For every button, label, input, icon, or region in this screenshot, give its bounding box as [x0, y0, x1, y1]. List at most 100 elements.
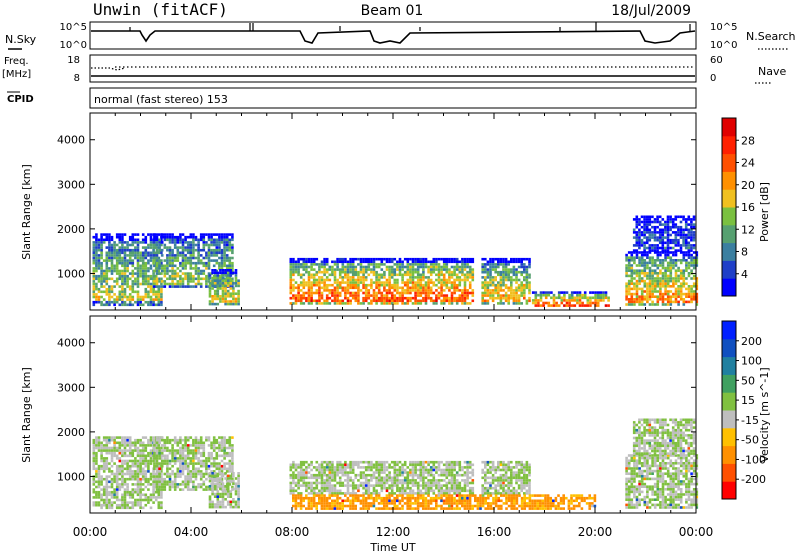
range-cell [448, 300, 451, 303]
range-cell [339, 484, 342, 487]
range-cell [209, 300, 212, 303]
range-cell [111, 449, 114, 452]
cpid-text: normal (fast stereo) 153 [94, 93, 228, 106]
range-cell [633, 303, 636, 306]
range-cell [638, 256, 641, 259]
range-cell [187, 259, 190, 262]
range-cell [401, 482, 404, 485]
range-cell [139, 252, 142, 255]
range-cell [326, 261, 329, 264]
range-cell [453, 281, 456, 284]
range-cell [121, 439, 124, 442]
range-cell [145, 249, 148, 252]
range-cell [326, 302, 329, 305]
range-cell [231, 265, 234, 268]
range-cell [347, 271, 350, 274]
range-cell [688, 231, 691, 234]
range-cell [399, 461, 402, 464]
range-cell [438, 271, 441, 274]
range-cell [187, 449, 190, 452]
range-cell [132, 285, 135, 288]
range-cell [221, 455, 224, 458]
range-cell [164, 270, 167, 273]
range-cell [396, 487, 399, 490]
range-cell [174, 283, 177, 286]
range-cell [365, 289, 368, 292]
range-cell [646, 231, 649, 234]
range-cell [211, 303, 214, 306]
range-cell [438, 263, 441, 266]
range-cell [651, 277, 654, 280]
range-cell [116, 283, 119, 286]
range-cell [412, 464, 415, 467]
range-cell [526, 258, 529, 261]
range-cell [93, 301, 96, 304]
range-cell [520, 281, 523, 284]
range-cell [132, 491, 135, 494]
range-cell [111, 249, 114, 252]
range-cell [121, 246, 124, 249]
range-cell [161, 478, 164, 481]
range-cell [184, 241, 187, 244]
range-cell [156, 481, 159, 484]
range-cell [145, 283, 148, 286]
range-cell [563, 294, 566, 297]
range-cell [654, 290, 657, 293]
range-cell [98, 447, 101, 450]
range-cell [535, 299, 538, 302]
range-cell [184, 275, 187, 278]
range-cell [683, 272, 686, 275]
range-cell [420, 281, 423, 284]
range-cell [166, 447, 169, 450]
range-cell [677, 285, 680, 288]
range-cell [636, 242, 639, 245]
range-cell [197, 439, 200, 442]
range-cell [305, 482, 308, 485]
range-cell [129, 491, 132, 494]
range-cell [433, 271, 436, 274]
range-cell [119, 246, 122, 249]
range-cell [108, 494, 111, 497]
range-cell [649, 216, 652, 219]
range-cell [179, 236, 182, 239]
range-cell [208, 259, 211, 262]
range-cell [229, 239, 232, 242]
range-cell [370, 261, 373, 264]
range-cell [292, 289, 295, 292]
range-cell [219, 269, 222, 272]
range-cell [518, 266, 521, 269]
range-cell [153, 252, 156, 255]
range-cell [303, 261, 306, 264]
range-cell [231, 257, 234, 260]
range-cell [688, 247, 691, 250]
range-cell [334, 274, 337, 277]
range-cell [305, 469, 308, 472]
range-cell [137, 270, 140, 273]
range-cell [690, 285, 693, 288]
range-cell [100, 296, 103, 299]
range-cell [192, 444, 195, 447]
range-cell [649, 280, 652, 283]
range-cell [334, 276, 337, 279]
range-cell [150, 265, 153, 268]
range-cell [177, 267, 180, 270]
range-cell [100, 301, 103, 304]
range-cell [126, 449, 129, 452]
range-cell [93, 236, 96, 239]
range-cell [179, 239, 182, 242]
range-cell [675, 242, 678, 245]
range-cell [139, 481, 142, 484]
range-cell [195, 267, 198, 270]
range-cell [142, 272, 145, 275]
range-cell [667, 267, 670, 270]
range-cell [669, 242, 672, 245]
range-cell [190, 254, 193, 257]
range-cell [414, 492, 417, 495]
range-cell [667, 249, 670, 252]
range-cell [108, 285, 111, 288]
range-cell [386, 461, 389, 464]
range-cell [150, 483, 153, 486]
range-cell [672, 247, 675, 250]
range-cell [142, 494, 145, 497]
range-cell [310, 268, 313, 271]
